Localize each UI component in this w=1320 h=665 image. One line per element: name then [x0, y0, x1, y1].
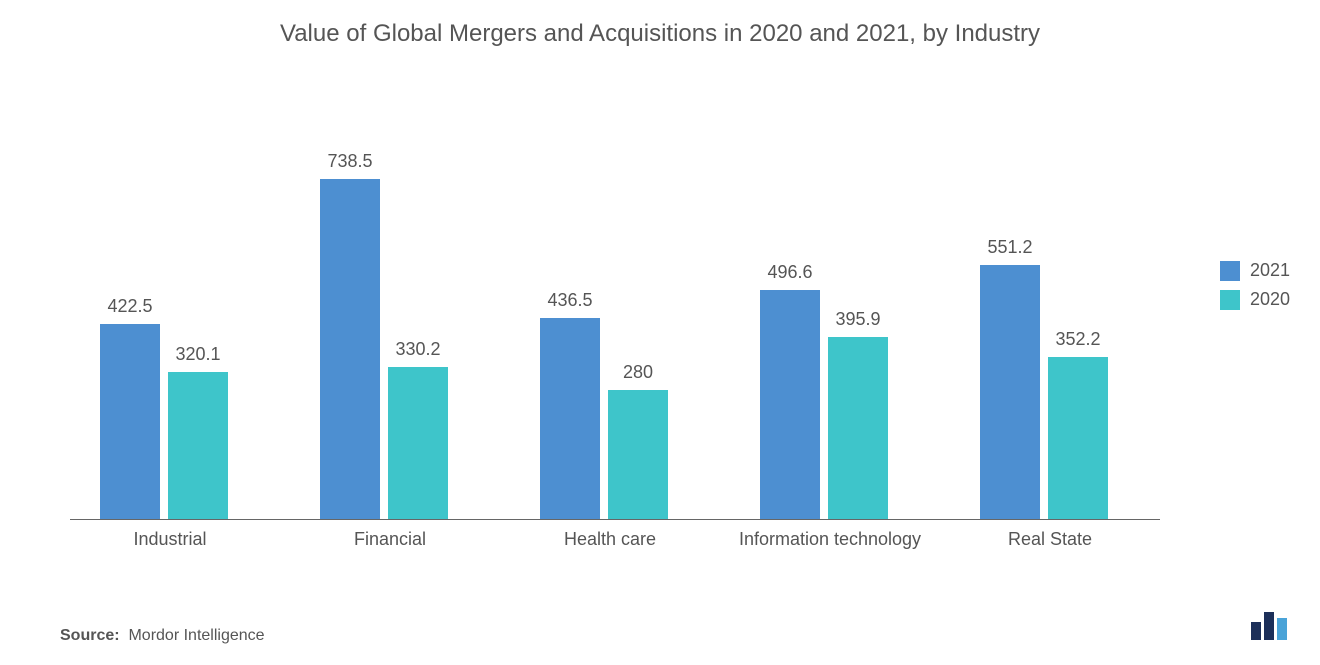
category-label: Real State [950, 528, 1150, 551]
bar-value-label: 280 [608, 362, 668, 383]
bar: 436.5 [540, 318, 600, 519]
legend-item: 2020 [1220, 289, 1290, 310]
legend-label: 2021 [1250, 260, 1290, 281]
bar-value-label: 395.9 [828, 309, 888, 330]
legend-swatch [1220, 290, 1240, 310]
legend-swatch [1220, 261, 1240, 281]
bar-value-label: 436.5 [540, 290, 600, 311]
bar-value-label: 422.5 [100, 296, 160, 317]
category-label: Industrial [70, 528, 270, 551]
chart-title: Value of Global Mergers and Acquisitions… [0, 0, 1320, 48]
bar: 330.2 [388, 367, 448, 519]
bar: 422.5 [100, 324, 160, 519]
category-label: Financial [290, 528, 490, 551]
category-label: Information technology [730, 528, 930, 551]
bar: 395.9 [828, 337, 888, 519]
brand-logo [1251, 612, 1290, 645]
bar-value-label: 320.1 [168, 344, 228, 365]
legend-label: 2020 [1250, 289, 1290, 310]
bar-value-label: 551.2 [980, 237, 1040, 258]
bar: 320.1 [168, 372, 228, 519]
source-text: Mordor Intelligence [128, 627, 264, 644]
bar-value-label: 738.5 [320, 151, 380, 172]
source-line: Source: Mordor Intelligence [60, 627, 265, 645]
category-label: Health care [510, 528, 710, 551]
logo-icon [1251, 612, 1290, 640]
bar-value-label: 352.2 [1048, 329, 1108, 350]
legend: 2021 2020 [1220, 260, 1290, 318]
source-prefix: Source: [60, 627, 120, 644]
bar: 738.5 [320, 179, 380, 519]
legend-item: 2021 [1220, 260, 1290, 281]
bar-value-label: 330.2 [388, 339, 448, 360]
plot-area: 422.5320.1738.5330.2436.5280496.6395.955… [70, 100, 1160, 520]
chart-area: 422.5320.1738.5330.2436.5280496.6395.955… [70, 100, 1160, 550]
bar: 496.6 [760, 290, 820, 519]
bar: 280 [608, 390, 668, 519]
bar: 551.2 [980, 265, 1040, 519]
bar: 352.2 [1048, 357, 1108, 519]
bar-value-label: 496.6 [760, 262, 820, 283]
